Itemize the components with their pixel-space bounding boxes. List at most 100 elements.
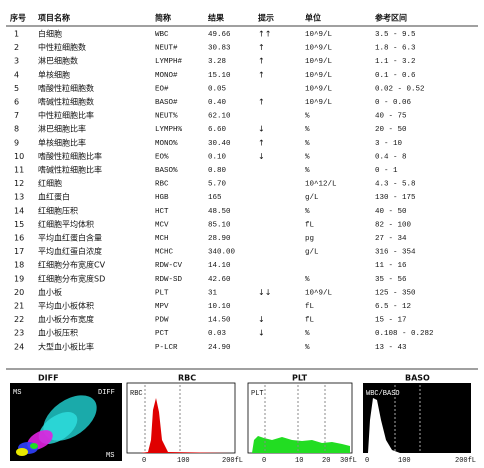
cell-unit: % — [305, 276, 310, 284]
cell-abbr: WBC — [155, 31, 169, 39]
cell-range: 6.5 - 12 — [375, 303, 411, 311]
cell-unit: % — [305, 126, 310, 134]
graph-axis-label: 200fL — [455, 457, 476, 465]
column-header: 提示 — [258, 13, 274, 23]
cell-flag: ↑ — [258, 98, 265, 107]
cell-unit: g/L — [305, 249, 319, 257]
column-header: 序号 — [10, 13, 26, 23]
cell-unit: % — [305, 167, 310, 175]
cell-range: 40 - 50 — [375, 208, 407, 216]
cell-name: 平均血小板体积 — [38, 301, 94, 311]
cell-result: 0.03 — [208, 330, 227, 338]
cell-abbr: PLT — [155, 289, 169, 297]
graph-axis-label: 200fL — [222, 457, 243, 465]
cell-range: 40 - 75 — [375, 113, 407, 121]
cell-result: 0.40 — [208, 99, 227, 107]
cell-name: 血小板分布宽度 — [38, 314, 94, 324]
graph-axis-label: 30fL — [340, 457, 357, 465]
cell-name: 平均血红蛋白浓度 — [38, 246, 102, 256]
cell-unit: % — [305, 330, 310, 338]
cell-result: 0.05 — [208, 85, 227, 93]
cell-result: 10.10 — [208, 303, 231, 311]
cell-name: 单核细胞比率 — [38, 137, 86, 147]
cell-name: 淋巴细胞数 — [38, 56, 78, 66]
cell-abbr: NEUT% — [155, 113, 178, 121]
cell-abbr: NEUT# — [155, 45, 178, 53]
cell-unit: 10^9/L — [305, 288, 333, 297]
cell-result: 30.83 — [208, 45, 231, 53]
cell-no: 22 — [14, 315, 24, 324]
column-header: 项目名称 — [38, 13, 70, 23]
cell-name: 大型血小板比率 — [38, 341, 94, 351]
cell-range: 1.8 - 6.3 — [375, 45, 416, 53]
cell-abbr: MONO% — [155, 140, 178, 148]
cell-no: 15 — [14, 220, 24, 229]
baso-histogram — [363, 383, 471, 453]
cell-abbr: RDW-SD — [155, 276, 183, 284]
cell-range: 316 - 354 — [375, 249, 416, 257]
cell-unit: % — [305, 208, 310, 216]
cell-flag: ↓↓ — [258, 288, 271, 297]
cell-flag: ↓ — [258, 152, 265, 161]
cell-flag: ↓ — [258, 125, 265, 134]
cell-result: 340.00 — [208, 249, 236, 257]
graph-label: MS — [13, 389, 21, 397]
diff-scatter — [10, 383, 122, 461]
cell-unit: % — [305, 344, 310, 352]
cell-abbr: LYMPH# — [155, 58, 183, 66]
cell-result: 31 — [208, 289, 218, 297]
cell-abbr: PCT — [155, 330, 169, 338]
cell-result: 30.40 — [208, 140, 231, 148]
cell-range: 1.1 - 3.2 — [375, 58, 416, 66]
graph-label: RBC — [130, 390, 143, 398]
cell-no: 7 — [14, 111, 19, 120]
cell-no: 9 — [14, 138, 19, 147]
cell-abbr: PDW — [155, 317, 169, 325]
cell-name: 红细胞分布宽度SD — [38, 273, 105, 283]
cell-abbr: HCT — [155, 208, 169, 216]
cell-result: 0.80 — [208, 167, 227, 175]
cell-range: 35 - 56 — [375, 276, 407, 284]
cell-no: 24 — [14, 342, 24, 351]
cell-abbr: LYMPH% — [155, 126, 183, 134]
cell-range: 3.5 - 9.5 — [375, 31, 416, 39]
cell-no: 20 — [14, 288, 24, 297]
cell-abbr: MONO# — [155, 72, 178, 80]
cell-name: 红细胞 — [38, 178, 62, 188]
graph-axis-label: 0 — [262, 457, 266, 465]
cell-unit: g/L — [305, 194, 319, 202]
cell-no: 6 — [14, 98, 19, 107]
graph-title: RBC — [178, 374, 196, 383]
cell-name: 平均血红蛋白含量 — [38, 233, 102, 243]
cell-name: 血小板 — [38, 287, 62, 297]
cell-name: 红细胞平均体积 — [38, 219, 94, 229]
cell-result: 24.90 — [208, 344, 231, 352]
cell-result: 62.10 — [208, 113, 231, 121]
graph-axis-label: 0 — [365, 457, 369, 465]
cell-abbr: MCH — [155, 235, 169, 243]
cell-unit: 10^9/L — [305, 57, 333, 66]
cell-name: 白细胞 — [38, 29, 62, 39]
cell-range: 130 - 175 — [375, 194, 416, 202]
cell-range: 11 - 16 — [375, 262, 407, 270]
cell-flag: ↑ — [258, 57, 265, 66]
cell-range: 0.108 - 0.282 — [375, 330, 434, 338]
cell-name: 嗜酸性粒细胞数 — [38, 83, 94, 93]
cell-result: 15.10 — [208, 72, 231, 80]
cell-range: 13 - 43 — [375, 344, 407, 352]
cell-abbr: RBC — [155, 181, 169, 189]
cell-range: 4.3 - 5.8 — [375, 181, 416, 189]
cell-unit: 10^9/L — [305, 30, 333, 39]
cell-unit: 10^12/L — [305, 180, 337, 189]
cell-name: 嗜碱性粒细胞比率 — [38, 165, 102, 175]
cell-result: 6.60 — [208, 126, 227, 134]
cell-no: 14 — [14, 206, 24, 215]
cell-no: 23 — [14, 329, 24, 338]
graph-axis-label: 10 — [295, 457, 303, 465]
cell-no: 2 — [14, 43, 19, 52]
graph-label: DIFF — [98, 389, 115, 397]
cell-range: 27 - 34 — [375, 235, 407, 243]
cell-result: 3.28 — [208, 58, 226, 66]
cell-no: 4 — [14, 70, 19, 79]
cell-flag: ↑↑ — [258, 30, 271, 39]
